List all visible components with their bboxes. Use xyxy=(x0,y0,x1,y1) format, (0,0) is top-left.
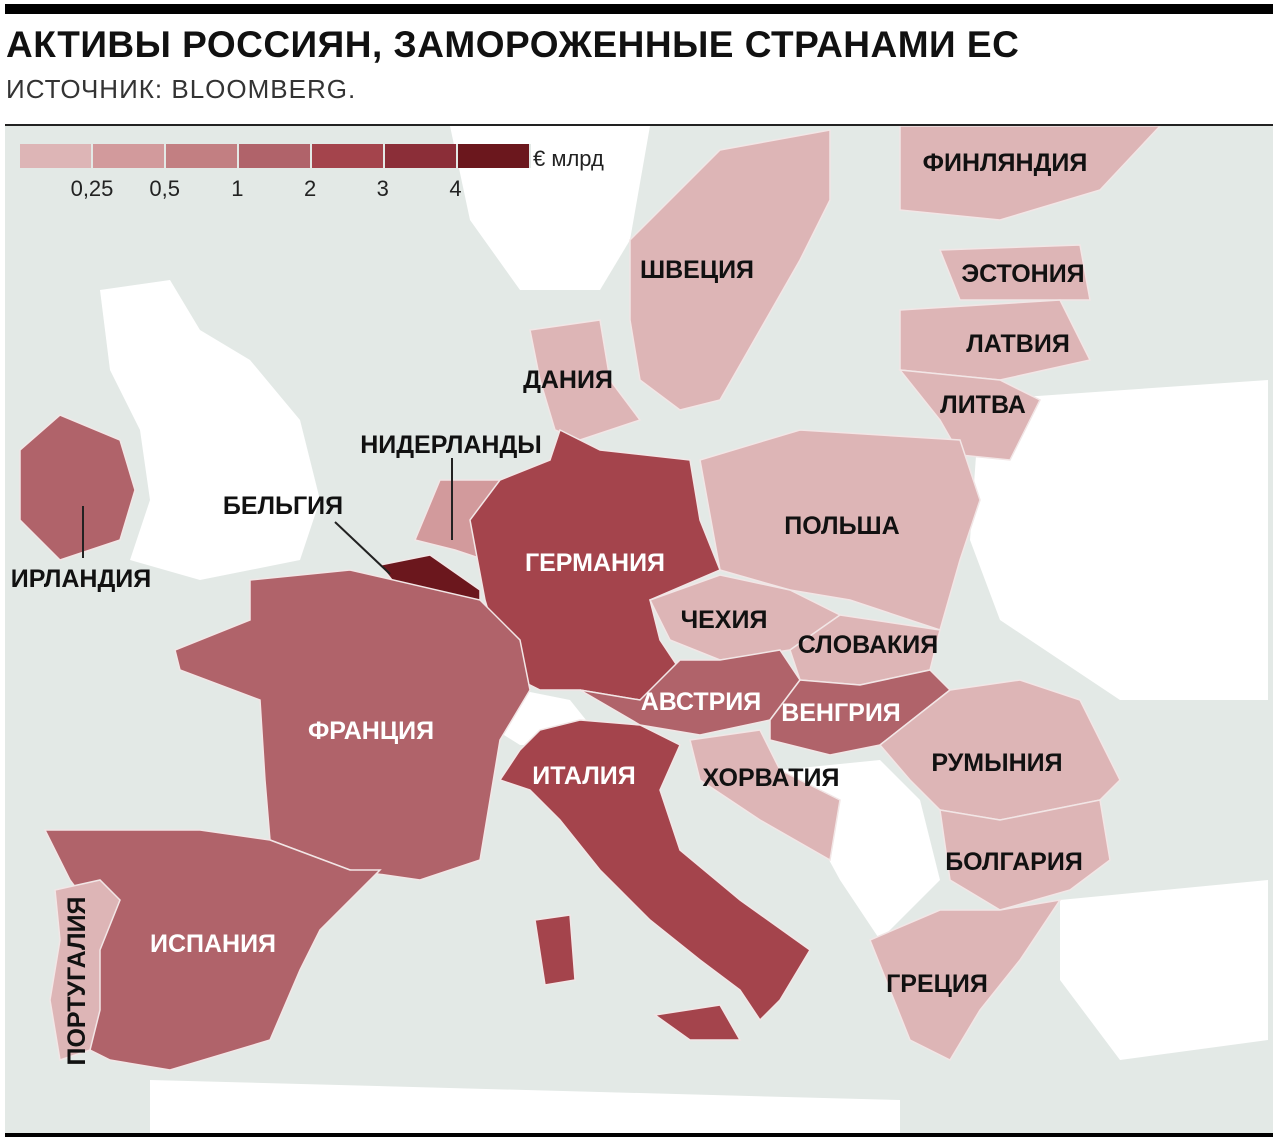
legend-tick: 2 xyxy=(303,176,317,201)
country-франция xyxy=(174,569,531,881)
country-label: ФРАНЦИЯ xyxy=(308,717,434,745)
country-латвия xyxy=(899,299,1092,381)
legend-swatch xyxy=(93,144,166,168)
legend-swatch xyxy=(458,144,531,168)
country-ирландия xyxy=(19,414,136,561)
legend-swatch xyxy=(239,144,312,168)
country-италия xyxy=(498,719,811,1022)
map-title: АКТИВЫ РОССИЯН, ЗАМОРОЖЕННЫЕ СТРАНАМИ ЕС xyxy=(6,24,1020,65)
country-label: СЛОВАКИЯ xyxy=(798,631,938,659)
country-label: ШВЕЦИЯ xyxy=(640,256,754,284)
country-label: ЛАТВИЯ xyxy=(966,330,1070,358)
europe-map: ФИНЛЯНДИЯ ШВЕЦИЯ ЭСТОНИЯ ЛАТВИЯ ЛИТВА ДАНИЯ НИ… xyxy=(5,126,1273,1133)
header-divider xyxy=(5,124,1273,126)
country-label: ИРЛАНДИЯ xyxy=(11,565,151,593)
legend-swatch xyxy=(20,144,93,168)
color-legend xyxy=(20,144,531,168)
country-румыния xyxy=(878,679,1121,821)
belgium-leader-line xyxy=(334,521,391,575)
legend-tick: 1 xyxy=(231,176,244,201)
country-label: ПОРТУГАЛИЯ xyxy=(63,896,91,1065)
country-label: БОЛГАРИЯ xyxy=(945,848,1083,876)
country-label: АВСТРИЯ xyxy=(641,688,761,716)
country-label: ИСПАНИЯ xyxy=(150,930,276,958)
legend-tick: 0,5 xyxy=(149,176,180,201)
country-швеция xyxy=(629,129,831,411)
country-эстония xyxy=(938,244,1091,301)
legend-tick: 0,25 xyxy=(70,176,114,201)
legend-tick: 3 xyxy=(376,176,389,201)
country-label: ГЕРМАНИЯ xyxy=(525,549,665,577)
legend-swatch xyxy=(166,144,239,168)
top-rule xyxy=(5,4,1273,14)
country-польша xyxy=(699,429,981,631)
country-финляндия xyxy=(899,126,1162,221)
legend-swatch xyxy=(385,144,458,168)
country-label: НИДЕРЛАНДЫ xyxy=(360,431,542,459)
country-label: ХОРВАТИЯ xyxy=(703,764,840,792)
country-австрия xyxy=(579,649,801,736)
country-греция xyxy=(869,898,1062,1061)
country-хорватия xyxy=(689,729,841,862)
map-source: ИСТОЧНИК: BLOOMBERG. xyxy=(6,74,357,104)
country-label: РУМЫНИЯ xyxy=(931,749,1062,777)
north-africa xyxy=(150,1080,900,1133)
country-label: ДАНИЯ xyxy=(523,366,613,394)
country-label: БЕЛЬГИЯ xyxy=(223,492,343,520)
legend-unit: € млрд xyxy=(533,146,604,171)
legend-swatch xyxy=(312,144,385,168)
country-литва xyxy=(898,369,1042,461)
bottom-rule xyxy=(5,1133,1273,1137)
country-португалия xyxy=(49,879,121,1061)
country-италия xyxy=(653,1004,742,1041)
country-болгария xyxy=(939,799,1111,911)
country-label: ИТАЛИЯ xyxy=(532,762,636,790)
country-label: ЛИТВА xyxy=(940,391,1026,419)
country-label: ВЕНГРИЯ xyxy=(781,699,901,727)
russia-belarus-ukraine xyxy=(970,380,1268,700)
turkey xyxy=(1060,880,1268,1060)
country-label: ЧЕХИЯ xyxy=(681,606,768,634)
country-label: ФИНЛЯНДИЯ xyxy=(923,149,1088,177)
uk xyxy=(100,280,320,580)
country-дания xyxy=(529,319,642,441)
country-label: ЭСТОНИЯ xyxy=(961,260,1084,288)
legend-tick: 4 xyxy=(449,176,462,201)
country-label: ПОЛЬША xyxy=(784,512,899,540)
country-label: ГРЕЦИЯ xyxy=(886,970,988,998)
country-италия xyxy=(534,914,576,986)
